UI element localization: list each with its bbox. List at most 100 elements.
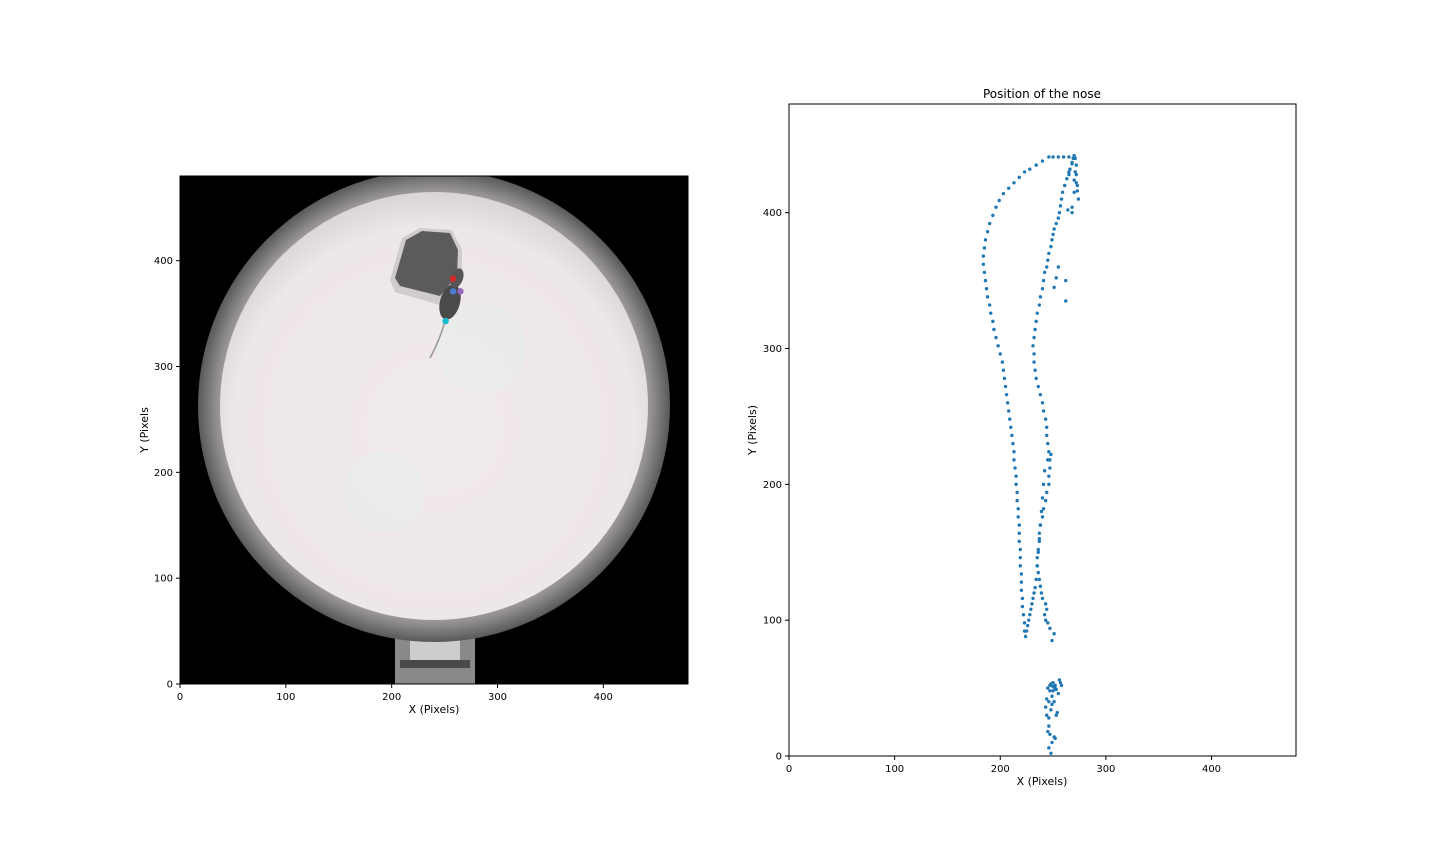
scatter-point [1052, 285, 1056, 290]
scatter-point [1050, 238, 1054, 242]
right-y-tick-label: 100 [763, 616, 782, 627]
scatter-point [1046, 258, 1050, 262]
left-x-tick-label: 200 [382, 692, 401, 703]
right-x-tick-label: 0 [786, 764, 792, 775]
scatter-point [1046, 458, 1050, 462]
scatter-point [1056, 691, 1061, 696]
scatter-point [1042, 613, 1047, 617]
plot-area [789, 104, 1296, 756]
scatter-point [1038, 392, 1043, 397]
scatter-point [1017, 175, 1021, 180]
scatter-point [1064, 278, 1068, 283]
scatter-point [1047, 251, 1051, 256]
scatter-point [1037, 531, 1042, 535]
scatter-point [1022, 621, 1027, 625]
scatter-point [1029, 607, 1033, 611]
keypoint-purple [457, 288, 464, 295]
scatter-point [1043, 618, 1048, 622]
scatter-point [996, 344, 1000, 348]
scatter-point [981, 262, 986, 266]
scatter-point [1066, 208, 1070, 212]
scatter-point [1009, 425, 1013, 429]
scatter-point [1064, 299, 1068, 303]
scatter-point [1012, 181, 1016, 185]
scatter-point [1036, 550, 1040, 554]
scatter-point [1020, 596, 1025, 601]
scatter-point [1019, 572, 1024, 576]
scatter-point [1043, 705, 1048, 709]
scatter-point [994, 335, 998, 340]
floor-spot-lower [344, 452, 424, 532]
scatter-point [1034, 163, 1038, 167]
scatter-point [1048, 626, 1052, 631]
scatter-point [1059, 197, 1064, 201]
animal-head [450, 268, 464, 288]
scatter-point [991, 213, 995, 218]
scatter-point [1015, 498, 1019, 503]
scatter-point [984, 287, 989, 291]
scatter-point [1043, 498, 1048, 503]
scatter-point [987, 221, 992, 226]
left-x-axis-label: X (Pixels) [409, 703, 460, 716]
scatter-point [1010, 433, 1014, 438]
scatter-point [1072, 153, 1076, 158]
scatter-point [1056, 155, 1061, 159]
scatter-point [1045, 490, 1049, 495]
scatter-point [1040, 401, 1045, 405]
chart-title: Position of the nose [983, 87, 1101, 101]
scatter-point [1038, 584, 1043, 588]
scatter-point [1018, 564, 1023, 568]
scatter-point [1067, 155, 1071, 159]
scatter-point [1020, 604, 1025, 609]
plot-frame [788, 103, 1297, 757]
keypoint-red [449, 275, 457, 282]
scatter-point [1056, 265, 1061, 269]
scatter-point [1043, 602, 1048, 606]
scatter-point [1035, 555, 1039, 560]
left-x-tick-label: 0 [177, 692, 183, 703]
scatter-point [985, 229, 990, 234]
scatter-point [1016, 507, 1020, 511]
arena-entrance-step [400, 660, 470, 668]
scatter-point [1076, 197, 1081, 201]
scatter-point [1048, 466, 1052, 470]
scatter-point [1014, 482, 1018, 487]
scatter-point [1001, 191, 1006, 196]
scatter-point [983, 238, 988, 242]
scatter-point [1054, 221, 1058, 226]
scatter-point [1003, 384, 1008, 389]
scatter-point [1070, 205, 1074, 209]
scatter-point [1050, 740, 1054, 745]
scatter-point [1026, 623, 1030, 628]
scatter-point [1017, 531, 1021, 535]
left-x-ticks: 0 100 200 300 400 [177, 684, 613, 703]
keypoint-cyan [442, 317, 449, 325]
scatter-point [983, 278, 988, 283]
left-y-axis-label: Y (Pixels [138, 407, 151, 454]
arena-image-panel: 0 100 200 300 400 0 100 200 300 400 X (Pixels) Y… [138, 175, 689, 716]
left-x-tick-label: 100 [276, 692, 295, 703]
scatter-point [1055, 710, 1059, 715]
scatter-point [1037, 539, 1042, 544]
scatter-point [987, 303, 992, 307]
scatter-point [1045, 713, 1049, 717]
scatter-point [1004, 392, 1009, 397]
scatter-point [1075, 183, 1080, 188]
scatter-point [1014, 474, 1018, 478]
scatter-point [1045, 697, 1049, 701]
scatter-point [1030, 602, 1034, 606]
scatter-point [1012, 450, 1016, 454]
scatter-point [1036, 570, 1040, 575]
scatter-point [1019, 588, 1024, 592]
scatter-point [1008, 417, 1012, 421]
scatter-point [989, 311, 993, 315]
scatter-point [1074, 181, 1079, 185]
scatter-point [1000, 360, 1005, 364]
scatter-point [1033, 327, 1037, 332]
scatter-point [1015, 490, 1019, 495]
scatter-point [1054, 687, 1058, 692]
scatter-point [1013, 466, 1017, 470]
scatter-point [1045, 265, 1049, 269]
right-y-axis-label: Y (Pixels) [746, 405, 759, 456]
scatter-point [1057, 678, 1062, 682]
